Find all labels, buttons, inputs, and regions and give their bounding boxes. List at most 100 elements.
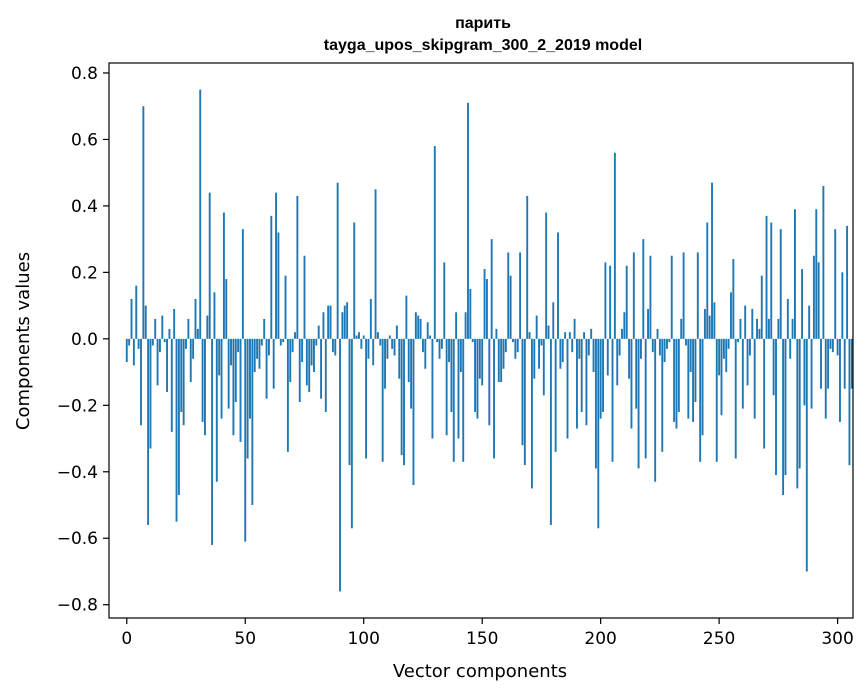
bar-110 [386,338,389,359]
bar-83 [322,312,325,339]
bar-27 [189,338,192,383]
bar-8 [144,305,147,339]
bar-14 [158,338,161,353]
bar-252 [722,338,725,359]
bar-128 [429,335,432,339]
bar-286 [803,338,806,406]
bar-219 [644,338,647,459]
bar-72 [296,195,299,339]
bar-177 [545,212,548,339]
bar-90 [339,338,341,592]
bar-55 [256,338,259,359]
bar-229 [668,338,671,343]
bar-155 [493,338,495,459]
bar-238 [689,338,692,373]
bar-102 [367,338,370,359]
bar-126 [424,338,427,369]
bar-103 [369,298,372,339]
bar-147 [474,338,477,412]
bar-212 [628,338,631,379]
bar-6 [140,338,142,426]
bar-2 [130,298,133,339]
bar-94 [348,338,351,466]
bar-58 [263,318,266,339]
bar-196 [590,328,593,339]
bar-175 [540,338,543,346]
bar-16 [163,338,166,343]
bar-269 [763,338,766,449]
bar-227 [663,338,666,363]
bar-47 [237,338,240,353]
x-tick-label: 250 [703,629,735,649]
bar-53 [251,338,254,506]
bar-142 [462,338,465,462]
bar-148 [476,338,479,419]
bar-64 [277,232,280,339]
bar-231 [673,338,676,422]
bar-5 [137,338,140,349]
bar-131 [436,338,439,343]
bar-13 [156,338,159,386]
bar-154 [490,239,493,339]
bar-78 [310,338,313,366]
bar-187 [568,332,571,339]
bar-95 [350,338,353,529]
bar-239 [692,338,695,422]
bar-194 [585,338,588,426]
bar-127 [426,322,429,339]
bar-191 [578,338,581,359]
bar-43 [227,338,230,409]
chart-subtitle: tayga_upos_skipgram_300_2_2019 model [324,37,642,54]
bar-137 [450,338,453,412]
x-tick-label: 300 [821,629,853,649]
bar-167 [521,338,524,446]
bar-289 [810,338,813,409]
bar-12 [154,318,157,339]
bar-123 [417,315,420,339]
bar-237 [687,338,690,419]
bar-190 [576,338,578,429]
bar-1 [128,338,131,346]
bar-305 [848,338,851,466]
bar-48 [239,338,242,442]
bar-140 [457,338,460,439]
bar-280 [789,338,792,359]
bar-259 [739,318,742,339]
x-tick-label: 0 [121,629,132,649]
bar-62 [272,338,275,389]
bar-290 [812,255,815,339]
bar-247 [711,182,713,339]
bar-51 [246,338,249,459]
bar-96 [353,222,356,339]
bar-176 [542,338,545,396]
bar-245 [706,222,709,339]
bar-180 [552,302,555,339]
bar-242 [699,338,702,462]
bar-246 [708,315,711,339]
bar-272 [770,222,773,339]
bar-267 [758,328,761,339]
bar-163 [512,338,514,343]
bar-206 [613,152,616,339]
plot-frame [108,62,854,619]
axes-group: 0 50 100 150 200 250 300 −0.8 −0.6 −0.4 −0.2 0.0 0.2… [57,62,854,649]
bar-264 [751,308,754,339]
bar-283 [796,338,799,489]
bar-22 [177,338,180,496]
bar-260 [741,338,744,409]
bar-4 [135,285,138,339]
bar-82 [320,338,323,399]
bar-61 [270,215,273,339]
bar-9 [147,338,150,525]
bar-202 [604,262,607,339]
bar-114 [395,325,398,339]
bar-256 [732,259,735,339]
bar-10 [149,338,152,449]
bar-284 [798,338,801,469]
bar-23 [180,338,183,412]
bar-156 [495,328,498,339]
bar-287 [805,338,808,572]
bar-20 [173,308,176,339]
bar-236 [685,338,687,346]
